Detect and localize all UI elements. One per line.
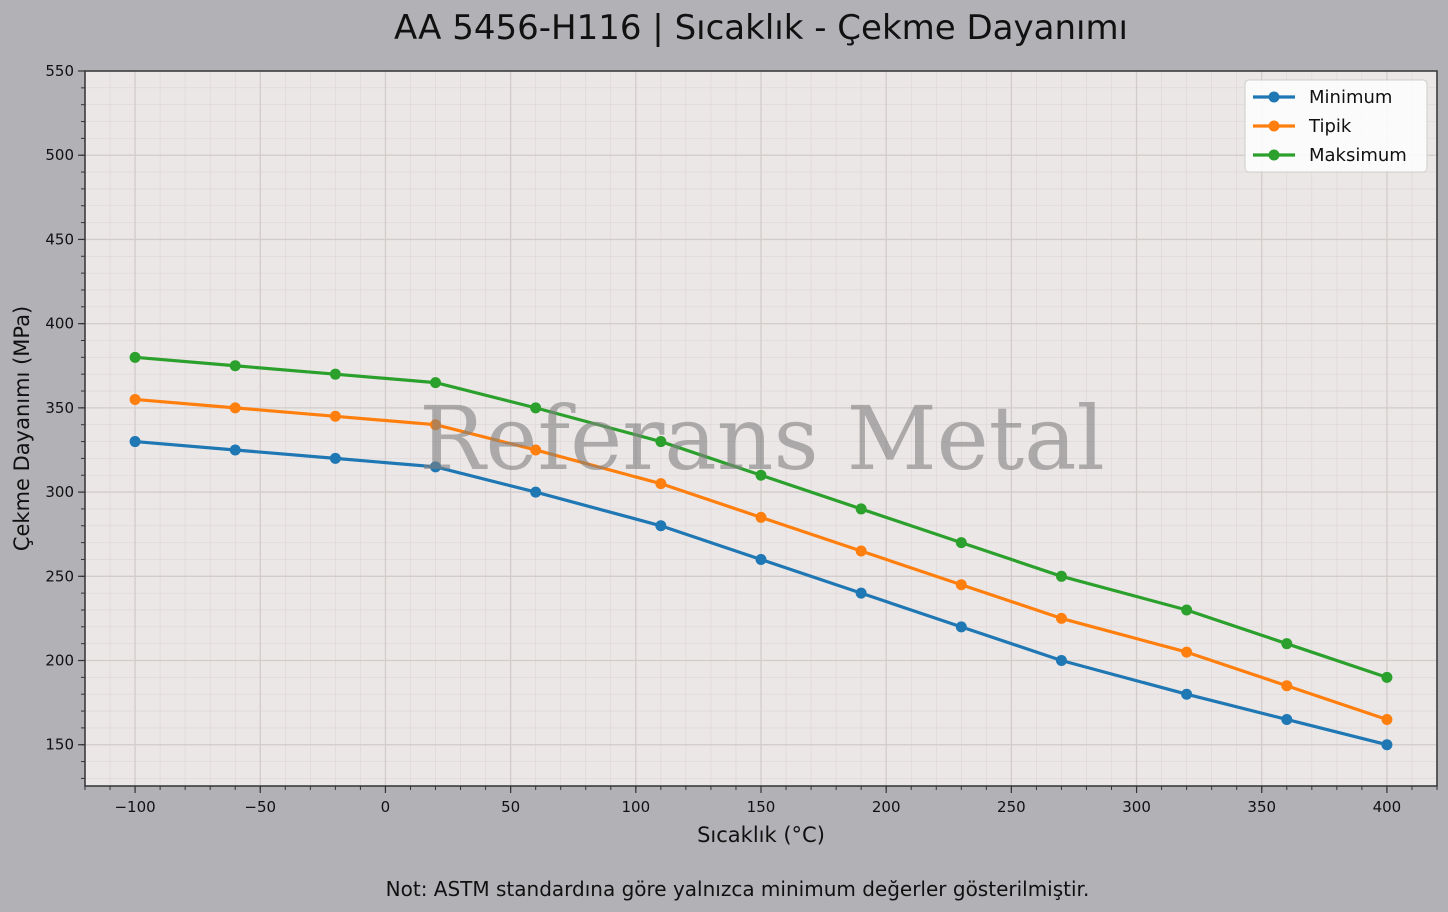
data-point-maksimum [955,537,967,549]
y-axis-label: Çekme Dayanımı (MPa) [10,306,34,551]
footnote: Not: ASTM standardına göre yalnızca mini… [385,877,1090,901]
data-point-maksimum [755,469,767,481]
y-tick-label: 350 [45,399,74,417]
legend [1244,79,1428,173]
y-tick-label: 550 [45,62,74,80]
x-tick-label: −50 [244,798,276,816]
data-point-minimum [955,621,967,633]
legend-marker-minimum [1268,91,1280,103]
data-point-maksimum [855,503,867,515]
y-tick-label: 450 [45,230,74,248]
data-point-minimum [129,436,141,448]
data-point-maksimum [1381,671,1393,683]
x-tick-label: 350 [1247,798,1276,816]
data-point-minimum [655,520,667,532]
data-point-minimum [1181,688,1193,700]
data-point-tipik [129,393,141,405]
x-axis-label: Sıcaklık (°C) [697,823,825,847]
data-point-maksimum [1055,570,1067,582]
x-tick-label: 200 [872,798,901,816]
data-point-tipik [855,545,867,557]
data-point-tipik [530,444,542,456]
legend-marker-tipik [1268,120,1280,132]
legend-label: Tipik [1308,116,1352,137]
y-tick-label: 200 [45,652,74,670]
data-point-maksimum [1281,638,1293,650]
data-point-minimum [1381,739,1393,751]
y-tick-label: 500 [45,146,74,164]
data-point-tipik [1281,680,1293,692]
data-point-minimum [755,553,767,565]
data-point-tipik [655,478,667,490]
legend-label: Minimum [1309,87,1392,108]
data-point-tipik [1181,646,1193,658]
data-point-minimum [855,587,867,599]
data-point-maksimum [655,436,667,448]
x-tick-label: 50 [501,798,520,816]
data-point-tipik [430,419,442,431]
y-tick-label: 150 [45,736,74,754]
data-point-minimum [1055,655,1067,667]
data-point-maksimum [530,402,542,414]
data-point-tipik [329,410,341,422]
data-point-maksimum [1181,604,1193,616]
data-point-maksimum [430,377,442,389]
data-point-tipik [1055,612,1067,624]
data-point-tipik [755,511,767,523]
x-tick-label: 100 [621,798,650,816]
plot-frame [84,70,1438,787]
data-point-tipik [955,579,967,591]
x-tick-label: 400 [1373,798,1402,816]
x-tick-label: −100 [114,798,155,816]
data-point-minimum [530,486,542,498]
x-tick-label: 150 [747,798,776,816]
legend-label: Maksimum [1309,145,1407,166]
y-tick-label: 250 [45,567,74,585]
x-tick-label: 250 [997,798,1026,816]
data-point-tipik [229,402,241,414]
data-point-tipik [1381,713,1393,725]
watermark: Referans Metal [419,387,1104,490]
data-point-minimum [430,461,442,473]
legend-marker-maksimum [1268,149,1280,161]
data-point-minimum [229,444,241,456]
x-tick-label: 0 [381,798,391,816]
data-point-maksimum [329,368,341,380]
y-tick-label: 400 [45,315,74,333]
data-point-minimum [329,452,341,464]
y-tick-label: 300 [45,483,74,501]
data-point-maksimum [129,351,141,363]
data-point-minimum [1281,713,1293,725]
chart-title: AA 5456-H116 | Sıcaklık - Çekme Dayanımı [393,8,1129,48]
x-tick-label: 300 [1122,798,1151,816]
data-point-maksimum [229,360,241,372]
